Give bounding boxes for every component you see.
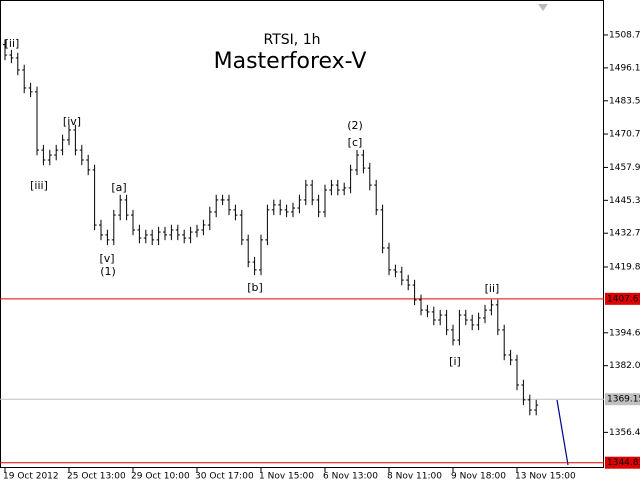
x-tick-label: 9 Nov 18:00 — [451, 472, 506, 480]
plot-frame — [0, 0, 604, 468]
x-tick-label: 25 Oct 13:00 — [67, 472, 126, 480]
level-label-box — [605, 456, 640, 469]
y-tick-label: 1394.60 — [609, 328, 640, 338]
x-tick-label: 30 Oct 17:00 — [195, 472, 254, 480]
chart-subtitle: Masterforex-V — [214, 49, 367, 74]
level-label: 1369.15 — [607, 395, 640, 405]
level-label: 1407.61 — [607, 294, 640, 304]
scroll-marker — [538, 4, 548, 11]
level-label: 1344.83 — [607, 458, 640, 468]
x-tick-label: 6 Nov 13:00 — [323, 472, 378, 480]
wave-label: [i] — [449, 355, 461, 368]
y-tick-label: 1356.45 — [609, 428, 640, 438]
chart-title: RTSI, 1h — [264, 32, 321, 48]
wave-label: [c] — [348, 136, 363, 149]
x-tick-label: 29 Oct 10:00 — [131, 472, 190, 480]
y-tick-label: 1496.10 — [609, 63, 640, 73]
wave-label: [iv] — [63, 115, 81, 128]
y-tick-label: 1382.00 — [609, 361, 640, 371]
trend-line — [556, 399, 569, 466]
y-tick-label: 1470.75 — [609, 130, 640, 140]
wave-label: [iii] — [30, 179, 48, 192]
wave-label: [a] — [111, 181, 126, 194]
y-tick-label: 1457.95 — [609, 163, 640, 173]
y-tick-label: 1483.50 — [609, 96, 640, 106]
wave-label: [ii] — [5, 37, 20, 50]
x-tick-label: 8 Nov 11:00 — [387, 472, 442, 480]
wave-label: [v] — [99, 252, 114, 265]
x-tick-label: 19 Oct 2012 — [3, 472, 59, 480]
wave-label: [ii] — [485, 282, 500, 295]
x-tick-label: 1 Nov 15:00 — [259, 472, 314, 480]
y-tick-label: 1419.80 — [609, 263, 640, 273]
level-label-box — [605, 393, 640, 406]
y-tick-label: 1445.35 — [609, 196, 640, 206]
wave-label: [b] — [247, 281, 263, 294]
wave-label: (1) — [100, 265, 116, 278]
level-label-box — [605, 292, 640, 305]
wave-label: (2) — [347, 119, 363, 132]
y-tick-label: 1432.75 — [609, 229, 640, 239]
x-tick-label: 13 Nov 15:00 — [515, 472, 576, 480]
y-tick-label: 1508.70 — [609, 30, 640, 40]
